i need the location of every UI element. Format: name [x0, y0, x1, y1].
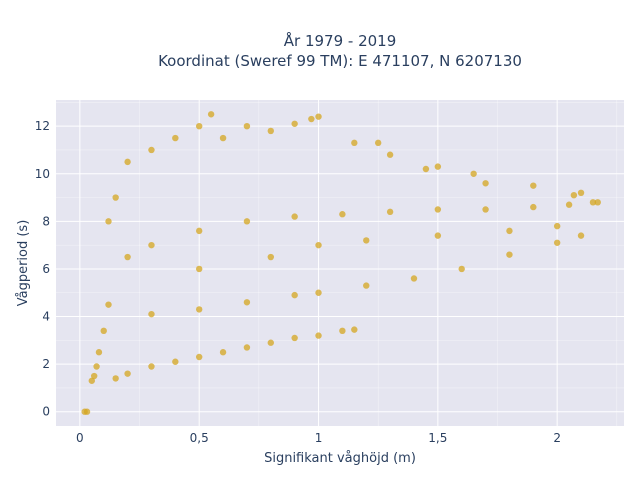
data-point: [315, 332, 322, 339]
data-point: [351, 139, 358, 147]
data-point: [88, 377, 95, 384]
data-point: [530, 203, 537, 211]
data-point: [553, 239, 561, 246]
y-tick-label: 10: [35, 167, 50, 181]
data-point: [482, 180, 489, 187]
data-point: [83, 408, 91, 415]
data-point: [291, 334, 298, 342]
data-point: [243, 218, 251, 225]
data-point: [105, 218, 112, 225]
data-point: [386, 151, 394, 158]
data-point: [553, 222, 561, 230]
data-point: [219, 349, 227, 356]
data-point: [386, 208, 394, 216]
data-point: [291, 213, 298, 220]
x-tick-label: 0: [76, 431, 84, 445]
data-point: [195, 353, 203, 361]
data-point: [148, 146, 155, 154]
data-point: [339, 211, 346, 218]
data-point: [148, 310, 155, 318]
data-point: [530, 182, 537, 189]
data-points: [81, 111, 601, 415]
data-point: [506, 227, 513, 235]
data-point: [577, 232, 585, 239]
data-point: [195, 122, 203, 130]
x-tick-label: 0,5: [190, 431, 209, 445]
y-tick-label: 4: [42, 310, 50, 324]
data-point: [374, 139, 382, 147]
data-point: [410, 275, 418, 282]
y-tick-label: 2: [42, 357, 50, 371]
data-point: [594, 199, 601, 206]
data-point: [434, 206, 442, 213]
data-point: [124, 158, 131, 166]
data-point: [195, 227, 203, 235]
data-point: [589, 199, 597, 206]
data-point: [315, 289, 322, 296]
data-point: [172, 134, 179, 142]
data-point: [207, 111, 215, 118]
x-axis-title: Signifikant våghöjd (m): [264, 451, 416, 466]
y-axis-title: Vågperiod (s): [16, 220, 31, 307]
gridlines: [56, 100, 624, 426]
data-point: [172, 358, 179, 365]
data-point: [148, 241, 155, 249]
data-point: [112, 194, 119, 201]
data-point: [267, 339, 274, 346]
data-point: [339, 327, 346, 335]
chart-title-line-2: Koordinat (Sweref 99 TM): E 471107, N 62…: [158, 52, 522, 70]
data-point: [363, 282, 370, 289]
data-point: [351, 326, 358, 333]
data-point: [308, 115, 315, 123]
data-point: [95, 349, 103, 356]
data-point: [506, 251, 513, 258]
data-point: [93, 363, 100, 370]
data-point: [565, 201, 573, 208]
data-point: [315, 113, 322, 120]
data-point: [363, 237, 370, 244]
x-tick-label: 2: [553, 431, 561, 445]
data-point: [482, 206, 489, 213]
data-point: [291, 291, 298, 299]
data-point: [195, 265, 203, 273]
data-point: [219, 134, 227, 142]
x-axis-ticks: 0 0,5 1 1,5 2: [76, 431, 561, 445]
data-point: [105, 301, 112, 308]
data-point: [243, 344, 251, 351]
data-point: [570, 191, 578, 199]
y-tick-label: 12: [35, 119, 50, 133]
data-point: [267, 127, 274, 135]
data-point: [195, 306, 203, 313]
y-tick-label: 8: [42, 214, 50, 228]
data-point: [458, 265, 465, 273]
plot-area: [56, 100, 624, 426]
data-point: [291, 120, 298, 127]
data-point: [124, 253, 131, 261]
data-point: [100, 327, 107, 335]
data-point: [315, 241, 322, 249]
data-point: [124, 370, 131, 377]
y-tick-label: 0: [42, 405, 50, 419]
data-point: [243, 122, 251, 130]
data-point: [422, 165, 430, 173]
x-tick-label: 1,5: [428, 431, 447, 445]
y-tick-label: 6: [42, 262, 50, 276]
data-point: [577, 189, 585, 197]
data-point: [112, 375, 119, 382]
chart-title-line-1: År 1979 - 2019: [284, 31, 397, 50]
data-point: [434, 232, 442, 239]
data-point: [148, 363, 155, 370]
data-point: [243, 299, 251, 306]
data-point: [470, 170, 477, 177]
data-point: [90, 372, 98, 380]
x-tick-label: 1: [315, 431, 323, 445]
data-point: [267, 253, 274, 261]
y-axis-ticks: 0 2 4 6 8 10 12: [35, 119, 50, 419]
data-point: [434, 163, 442, 170]
